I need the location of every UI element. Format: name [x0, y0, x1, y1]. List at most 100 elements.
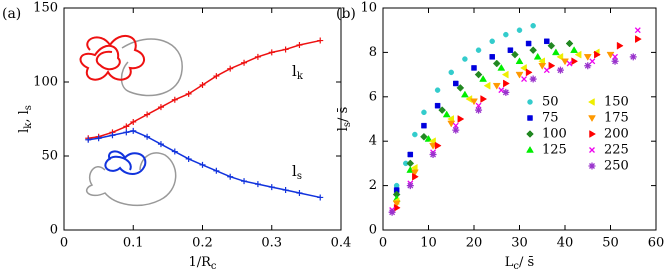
series-label: lk	[292, 62, 304, 82]
scatter-point	[561, 58, 569, 66]
scatter-point	[438, 106, 447, 114]
scatter-point	[434, 87, 441, 93]
point-marker	[85, 136, 92, 143]
point-marker	[241, 178, 248, 185]
y-tick-label: 6	[369, 89, 377, 104]
point-marker	[254, 53, 261, 60]
scatter-point	[421, 109, 427, 116]
point-marker	[171, 148, 178, 155]
y-axis-label-sub: s	[23, 105, 34, 110]
scatter-point	[457, 115, 465, 123]
scatter-point	[503, 79, 510, 88]
point-marker	[157, 141, 164, 148]
panel-label: (b)	[336, 6, 356, 22]
scatter-point	[529, 46, 538, 55]
y-tick-label: 100	[33, 75, 58, 90]
scatter-point	[470, 98, 478, 106]
scatter-point	[544, 38, 550, 45]
point-marker	[123, 123, 130, 130]
scatter-point	[479, 75, 488, 82]
knot-red	[79, 35, 145, 81]
point-marker	[213, 73, 220, 80]
x-tick-label: 0	[60, 236, 68, 251]
y-axis-label-part: l	[336, 127, 351, 131]
scatter-point	[392, 200, 401, 208]
point-marker	[296, 42, 303, 48]
scatter-point	[589, 58, 596, 65]
scatter-point	[611, 57, 619, 65]
scatter-point	[429, 151, 437, 159]
series-line	[88, 39, 321, 139]
x-tick-label: 40	[557, 236, 574, 251]
y-tick-label: 150	[33, 1, 58, 16]
x-axis-label: Lc/ s̄	[505, 255, 534, 272]
point-marker	[317, 37, 324, 44]
scatter-point	[515, 57, 524, 65]
scatter-point	[525, 40, 532, 47]
y-tick-label: 8	[369, 45, 377, 60]
x-tick-label: 20	[466, 236, 483, 251]
x-tick-label: 10	[420, 236, 437, 251]
point-marker	[282, 187, 289, 194]
point-marker	[268, 184, 275, 191]
point-marker	[123, 129, 130, 136]
scatter-point	[584, 62, 592, 70]
point-marker	[213, 167, 220, 174]
y-tick-label: 0	[369, 223, 377, 238]
y-axis-label: ls/ s̄	[336, 107, 353, 132]
point-marker	[199, 81, 206, 88]
panel-label: (a)	[2, 6, 21, 22]
scatter-point	[533, 52, 542, 60]
scatter-point	[566, 60, 573, 67]
scatter-point	[548, 61, 556, 70]
legend-label: 75	[542, 111, 559, 126]
scatter-point	[606, 51, 615, 59]
y-tick-label: 0	[50, 223, 58, 238]
scatter-point	[407, 151, 414, 158]
scatter-point	[503, 31, 509, 38]
point-marker	[144, 133, 151, 140]
legend-marker	[589, 147, 595, 153]
legend-label: 225	[604, 143, 629, 158]
scatter-point	[442, 110, 451, 118]
scatter-point	[475, 102, 482, 109]
scatter-point	[434, 141, 442, 150]
y-axis-label-sub: k	[23, 122, 34, 129]
point-marker	[130, 127, 137, 134]
x-axis-label-part: / s̄	[519, 255, 534, 270]
scatter-point	[492, 82, 501, 90]
legend-label: 50	[542, 95, 559, 110]
scatter-point	[583, 54, 592, 61]
scatter-point	[453, 80, 459, 87]
scatter-point	[460, 90, 469, 98]
scatter-point	[388, 208, 396, 216]
scatter-point	[511, 50, 519, 59]
scatter-point	[502, 88, 510, 96]
y-tick-label: 10	[360, 1, 377, 16]
legend-marker	[589, 130, 596, 138]
scatter-point	[543, 67, 550, 74]
scatter-point	[571, 57, 579, 66]
scatter-point	[489, 54, 495, 60]
legend-label: 175	[604, 111, 629, 126]
scatter-point	[530, 23, 536, 29]
scatter-point	[424, 134, 433, 142]
scatter-point	[483, 81, 491, 90]
x-tick-label: 50	[602, 236, 619, 251]
point-marker	[171, 96, 178, 103]
scatter-point	[471, 65, 477, 71]
scatter-point	[525, 68, 533, 77]
scatter-point	[462, 56, 468, 62]
scatter-point	[551, 48, 560, 56]
legend-marker	[526, 130, 534, 138]
x-tick-label: 30	[511, 236, 528, 251]
y-tick-label: 4	[369, 134, 377, 149]
scatter-point	[406, 159, 415, 168]
scatter-point	[521, 76, 528, 82]
point-marker	[130, 118, 137, 125]
y-axis-label-sub: s	[342, 122, 353, 127]
scatter-point	[507, 47, 514, 53]
point-marker	[95, 135, 102, 142]
point-marker	[109, 132, 116, 139]
scatter-point	[393, 187, 400, 193]
